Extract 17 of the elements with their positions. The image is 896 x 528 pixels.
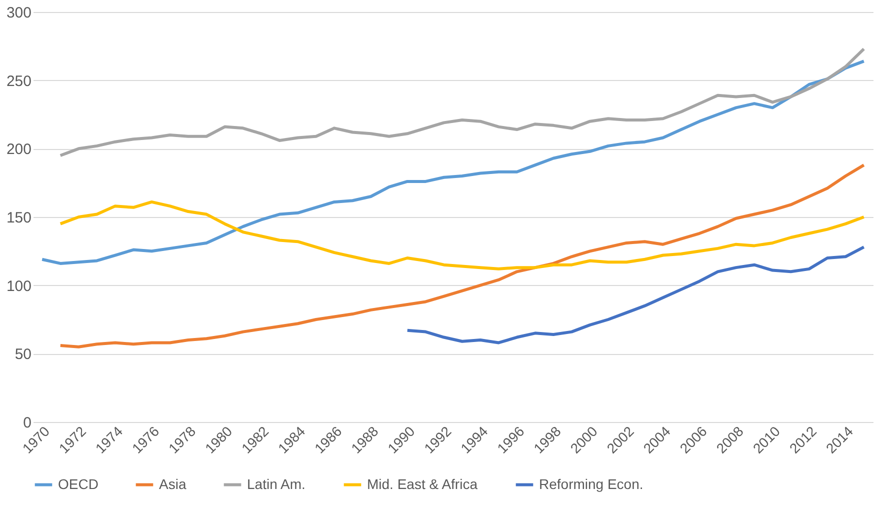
legend-label: Mid. East & Africa	[367, 476, 478, 492]
legend-label: Asia	[159, 476, 186, 492]
y-tick-label: 50	[14, 346, 32, 364]
line-series	[58, 164, 866, 348]
legend-label: Reforming Econ.	[539, 476, 644, 492]
line-series	[58, 200, 866, 270]
y-tick-label: 100	[6, 278, 32, 295]
y-tick-label: 300	[6, 4, 32, 22]
legend-label: Latin Am.	[247, 476, 306, 492]
line-series	[40, 60, 866, 265]
line-series	[58, 47, 866, 157]
y-tick-label: 200	[6, 141, 32, 158]
y-tick-label: 150	[6, 210, 32, 226]
y-tick-label: 250	[6, 72, 32, 90]
legend-label: OECD	[58, 476, 98, 492]
line-series	[406, 246, 866, 344]
y-tick-label: 0	[23, 414, 32, 432]
